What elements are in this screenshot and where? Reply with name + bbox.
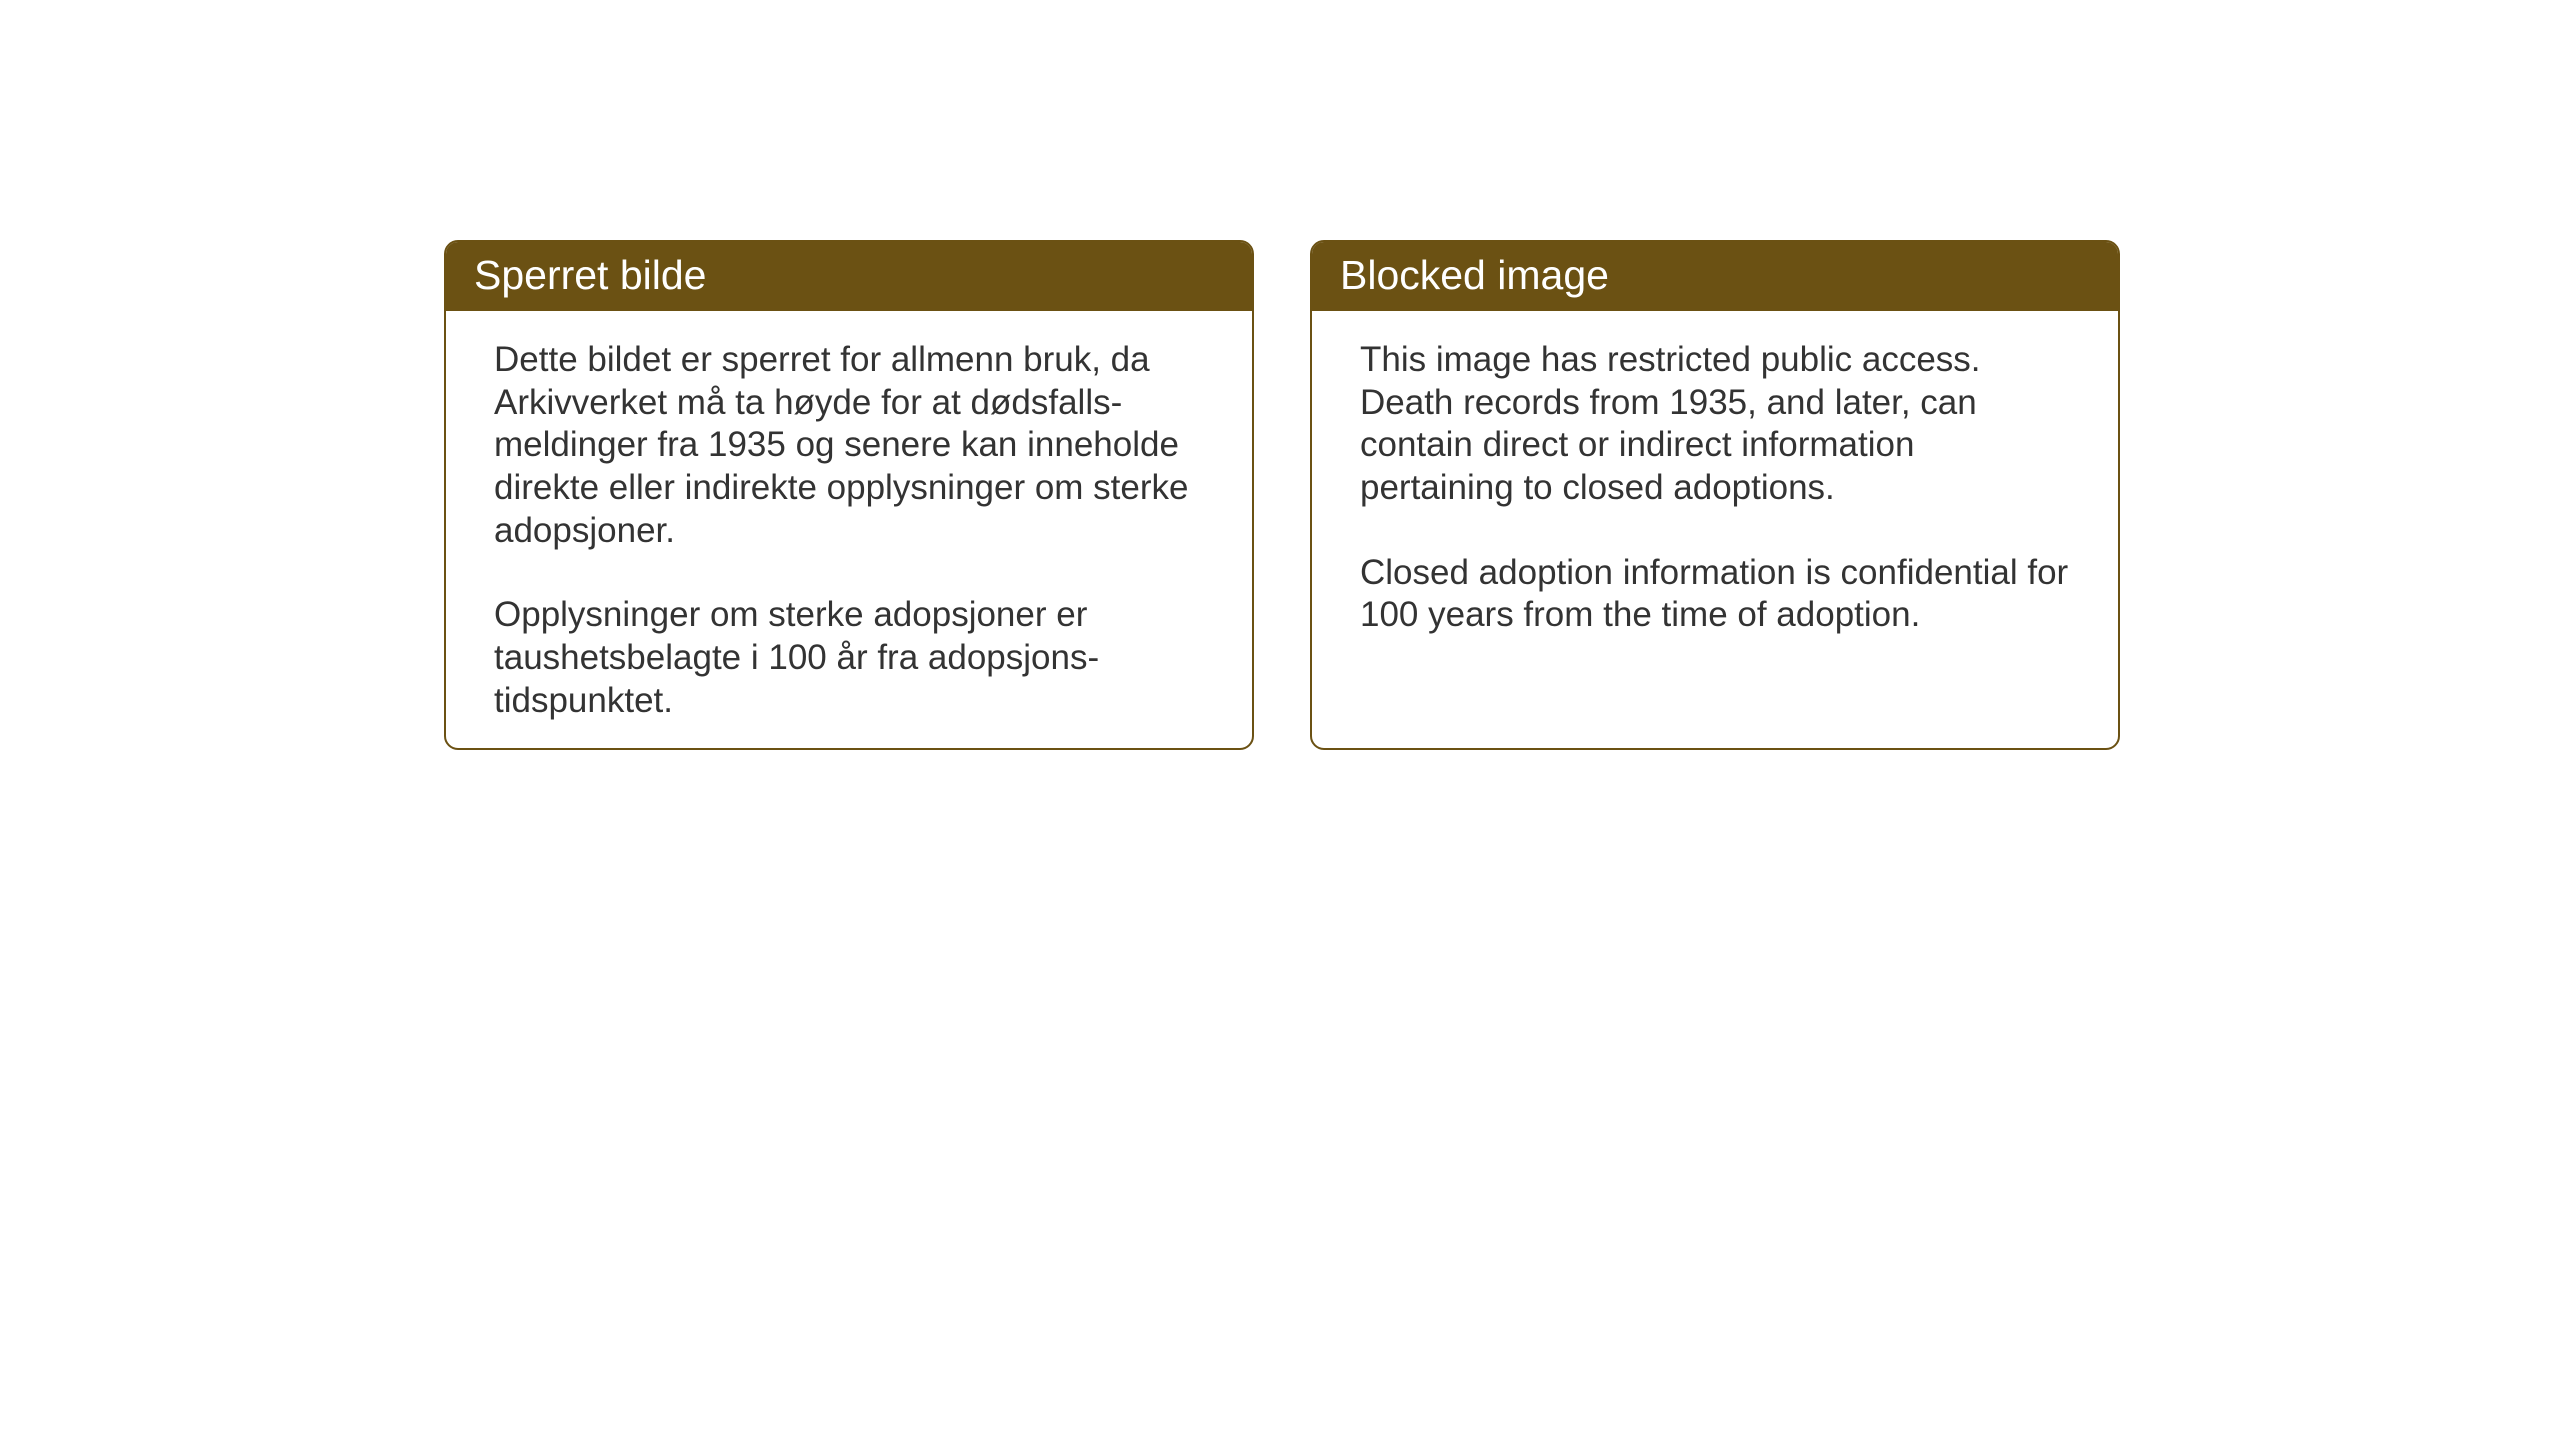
card-norwegian-header: Sperret bilde <box>446 242 1252 311</box>
card-english-title: Blocked image <box>1340 252 1609 298</box>
card-english-header: Blocked image <box>1312 242 2118 311</box>
card-norwegian-para1: Dette bildet er sperret for allmenn bruk… <box>494 339 1204 552</box>
card-norwegian-body: Dette bildet er sperret for allmenn bruk… <box>446 311 1252 750</box>
card-norwegian-title: Sperret bilde <box>474 252 706 298</box>
cards-container: Sperret bilde Dette bildet er sperret fo… <box>444 240 2120 750</box>
card-english-para2: Closed adoption information is confident… <box>1360 552 2070 637</box>
card-english-body: This image has restricted public access.… <box>1312 311 2118 665</box>
card-english-para1: This image has restricted public access.… <box>1360 339 2070 510</box>
card-norwegian: Sperret bilde Dette bildet er sperret fo… <box>444 240 1254 750</box>
card-norwegian-para2: Opplysninger om sterke adopsjoner er tau… <box>494 594 1204 722</box>
card-english: Blocked image This image has restricted … <box>1310 240 2120 750</box>
